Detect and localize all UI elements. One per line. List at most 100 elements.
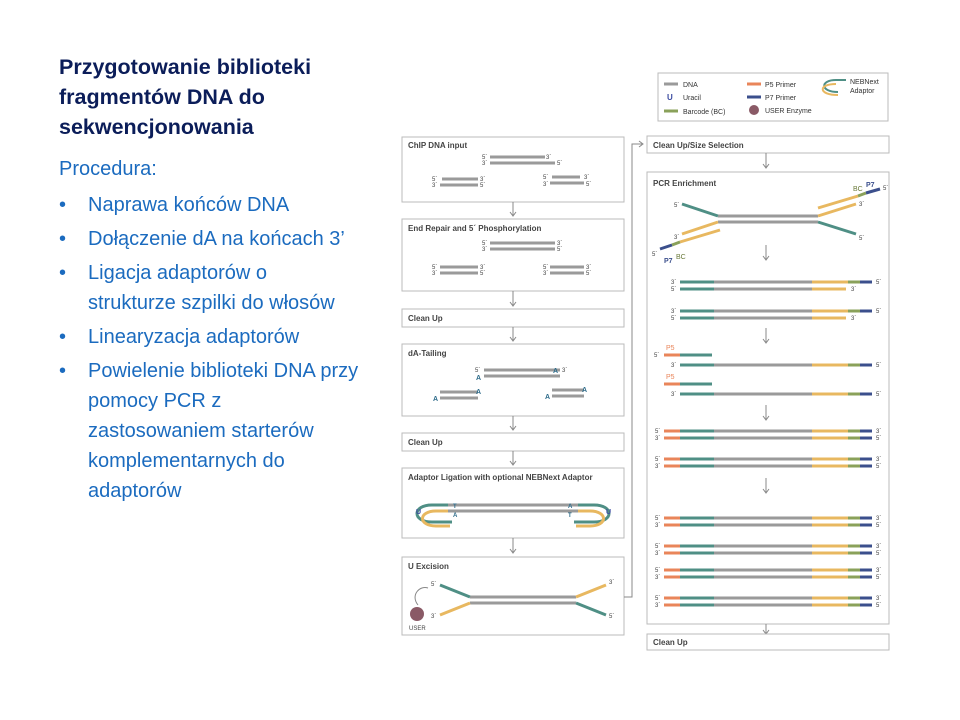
svg-text:5´: 5´ [543,175,548,181]
svg-text:3´: 3´ [562,368,567,374]
svg-text:5´: 5´ [480,271,485,277]
user-enzyme-icon [410,607,424,621]
svg-text:3´: 3´ [584,175,589,181]
svg-text:5´: 5´ [475,368,480,374]
svg-text:3´: 3´ [543,182,548,188]
procedure-label: Procedura: [59,158,157,180]
strand-end-label: 5´ [655,568,660,574]
legend: DNA U Uracil Barcode (BC) P5 Primer P7 P… [657,72,889,122]
strand-end-label: 3´ [876,596,881,602]
step-label: Clean Up [408,438,443,447]
strand-end-label: 3´ [671,363,676,369]
strand-end-label: 3´ [876,516,881,522]
bullet-icon: • [59,194,67,216]
step-chip-input: ChIP DNA input 5´ 3´ 3´ 5´ 5´ 3´ 3´ 5´ 5´ 3´ … [401,136,625,203]
step-label: Clean Up [408,314,443,323]
step-label: Clean Up [653,638,688,647]
strand-end-label: 5´ [876,551,881,557]
svg-text:5´: 5´ [557,161,562,167]
step-label: Adaptor Ligation with optional NEBNext A… [408,473,593,482]
procedure-step: • Ligacja adaptorów o strukturze szpilki … [59,258,359,318]
procedure-step: • Powielenie biblioteki DNA przy pomocy P… [59,356,359,506]
legend-user-label: USER Enzyme [765,108,812,115]
svg-text:5´: 5´ [883,186,888,192]
strand-end-label: P5 [666,345,675,352]
svg-text:A: A [476,389,481,396]
strand-end-label: 3´ [851,316,856,322]
step-end-repair: End Repair and 5´ Phosphorylation 5´ 3´ 3… [401,218,625,292]
svg-text:5´: 5´ [431,582,436,588]
strand-end-label: 5´ [654,353,659,359]
svg-text:A: A [433,396,438,403]
bullet-icon: • [59,262,67,284]
strand-end-label: 5´ [876,392,881,398]
procedure-steps-list: • Naprawa końców DNA • Dołączenie dA na ko… [59,190,359,510]
strand-end-label: 5´ [876,464,881,470]
strand-end-label: 5´ [876,436,881,442]
step-label: End Repair and 5´ Phosphorylation [408,224,541,233]
svg-text:5´: 5´ [674,203,679,209]
svg-text:5´: 5´ [480,183,485,189]
legend-p7-label: P7 Primer [765,95,797,102]
strand-end-label: 3´ [671,309,676,315]
svg-text:A: A [582,387,587,394]
procedure-step: • Naprawa końców DNA [59,190,359,220]
svg-text:P7: P7 [866,182,875,189]
svg-text:5´: 5´ [482,155,487,161]
procedure-step-text: Naprawa końców DNA [88,194,290,216]
arrow-icon [762,405,770,421]
nebnext-adaptor-legend-icon [823,79,846,93]
legend-uracil-label: Uracil [683,95,701,102]
step-label: ChIP DNA input [408,141,467,150]
svg-text:T: T [568,513,572,519]
svg-text:5´: 5´ [652,252,657,258]
strand-end-label: 5´ [655,596,660,602]
bullet-icon: • [59,326,67,348]
legend-nebnext-label: NEBNext [850,79,879,86]
step-label: PCR Enrichment [653,179,716,188]
strand-end-label: 3´ [655,551,660,557]
svg-text:5´: 5´ [859,236,864,242]
strand-end-label: 5´ [876,575,881,581]
svg-text:A: A [568,504,573,510]
svg-text:3´: 3´ [674,235,679,241]
legend-adaptor-label: Adaptor [850,88,875,95]
uracil-legend-icon: U [667,93,673,102]
strand-end-label: 5´ [671,316,676,322]
svg-text:5´: 5´ [609,614,614,620]
strand-end-label: 5´ [671,287,676,293]
svg-text:5´: 5´ [557,247,562,253]
step-clean-up-final: Clean Up [646,633,890,651]
step-pcr-enrichment: PCR Enrichment 5´ 3´ 3´ 5´ BC P7 5´ BC P… [646,171,890,625]
arrow-icon [762,245,770,261]
arrow-icon [762,328,770,344]
strand-end-label: 5´ [876,363,881,369]
bullet-icon: • [59,228,67,250]
svg-text:3´: 3´ [482,161,487,167]
strand-end-label: 3´ [655,464,660,470]
svg-text:3´: 3´ [586,265,591,271]
svg-text:3´: 3´ [432,183,437,189]
strand-end-label: 3´ [876,568,881,574]
strand-end-label: 3´ [655,603,660,609]
step-da-tailing: dA-Tailing A A 5´ 3´ A A A A [401,343,625,417]
svg-text:3´: 3´ [859,202,864,208]
strand-end-label: 3´ [655,436,660,442]
user-enzyme-legend-icon [749,105,759,115]
svg-text:U: U [416,509,421,516]
procedure-step: • Dołączenie dA na końcach 3’ [59,224,359,254]
procedure-step-text: Dołączenie dA na końcach 3’ [88,228,345,250]
pcr-cycles: 3´ 5´5´ 3´3´ 5´5´ 3´5´P53´ 5´P53´ 5´5´ 3´3´ 5´5´… [654,245,881,609]
strand-end-label: 3´ [876,429,881,435]
step-label: dA-Tailing [408,349,447,358]
bullet-icon: • [59,360,67,382]
svg-text:5´: 5´ [586,182,591,188]
svg-text:5´: 5´ [543,265,548,271]
step-u-excision: U Excision 5´ 3´ 3´ 5´ USER [401,556,625,636]
legend-barcode-label: Barcode (BC) [683,109,725,116]
strand-end-label: 3´ [671,280,676,286]
procedure-step-text: Powielenie biblioteki DNA przy pomocy PC… [88,360,359,502]
step-adaptor-ligation: Adaptor Ligation with optional NEBNext A… [401,467,625,539]
step-clean-up-2: Clean Up [401,432,625,452]
